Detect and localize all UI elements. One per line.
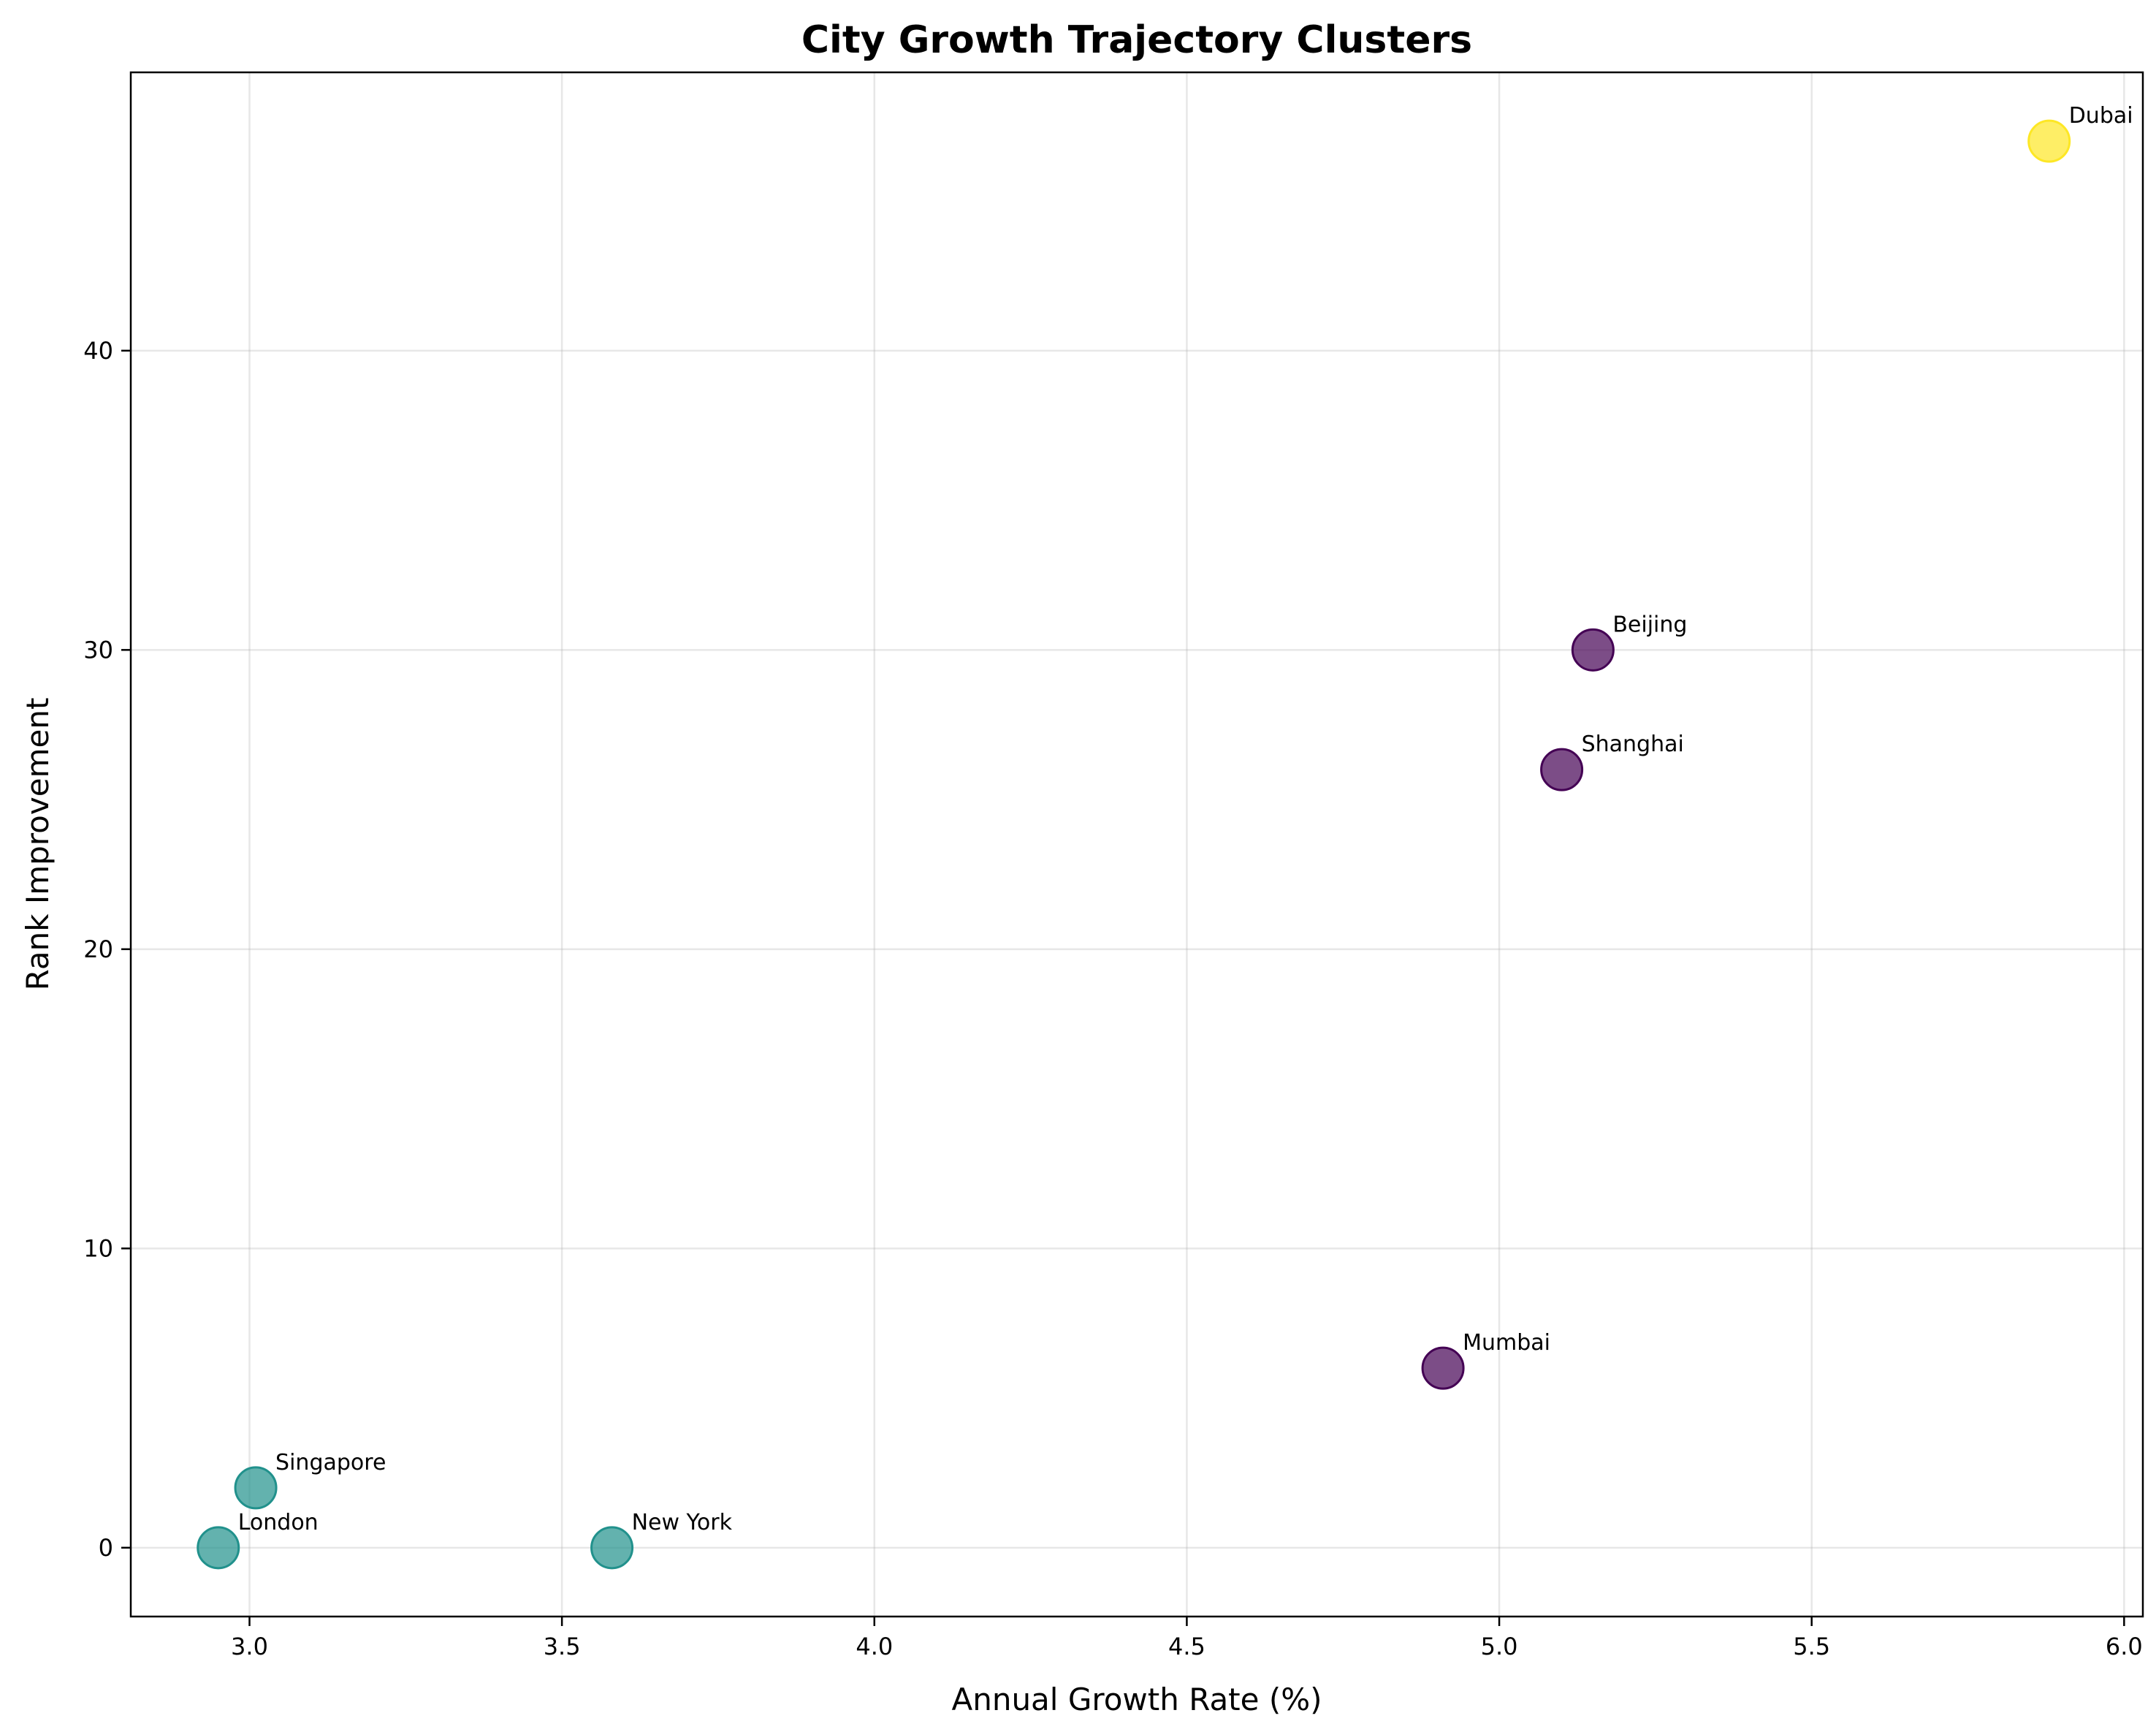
point-label: Shanghai <box>1582 732 1684 757</box>
data-points <box>197 119 2071 1570</box>
plot-frame <box>129 71 2144 1618</box>
data-point <box>234 1466 278 1510</box>
y-tick-label: 10 <box>83 1234 113 1262</box>
x-tick-label: 3.0 <box>231 1633 268 1660</box>
data-point <box>590 1526 634 1570</box>
x-tick-label: 5.5 <box>1793 1633 1830 1660</box>
point-labels: Dubai Beijing Shanghai Mumbai Singapore Londo… <box>238 103 2133 1535</box>
point-label: London <box>238 1510 319 1535</box>
data-point <box>2027 119 2071 163</box>
chart-title: City Growth Trajectory Clusters <box>801 18 1472 62</box>
data-point <box>1421 1346 1465 1390</box>
data-point <box>197 1526 240 1570</box>
x-axis-ticks: 3.0 3.5 4.0 4.5 5.0 5.5 6.0 <box>231 1617 2143 1660</box>
x-tick-label: 3.5 <box>544 1633 581 1660</box>
x-tick-label: 4.0 <box>856 1633 893 1660</box>
y-tick-label: 40 <box>83 337 113 365</box>
x-tick-label: 6.0 <box>2106 1633 2143 1660</box>
grid-lines <box>131 72 2143 1617</box>
y-axis-ticks: 0 10 20 30 40 <box>83 337 131 1562</box>
data-point <box>1540 748 1584 791</box>
y-tick-label: 30 <box>83 636 113 664</box>
point-label: New York <box>632 1510 733 1535</box>
x-tick-label: 4.5 <box>1168 1633 1205 1660</box>
y-axis-label: Rank Improvement <box>20 698 56 991</box>
data-point <box>1571 628 1615 672</box>
y-tick-label: 0 <box>99 1534 113 1562</box>
point-label: Dubai <box>2069 103 2133 129</box>
point-label: Mumbai <box>1463 1330 1550 1356</box>
point-label: Singapore <box>275 1450 386 1475</box>
y-tick-label: 20 <box>83 935 113 963</box>
point-label: Beijing <box>1612 612 1687 637</box>
x-tick-label: 5.0 <box>1481 1633 1518 1660</box>
x-axis-label: Annual Growth Rate (%) <box>951 1682 1322 1717</box>
